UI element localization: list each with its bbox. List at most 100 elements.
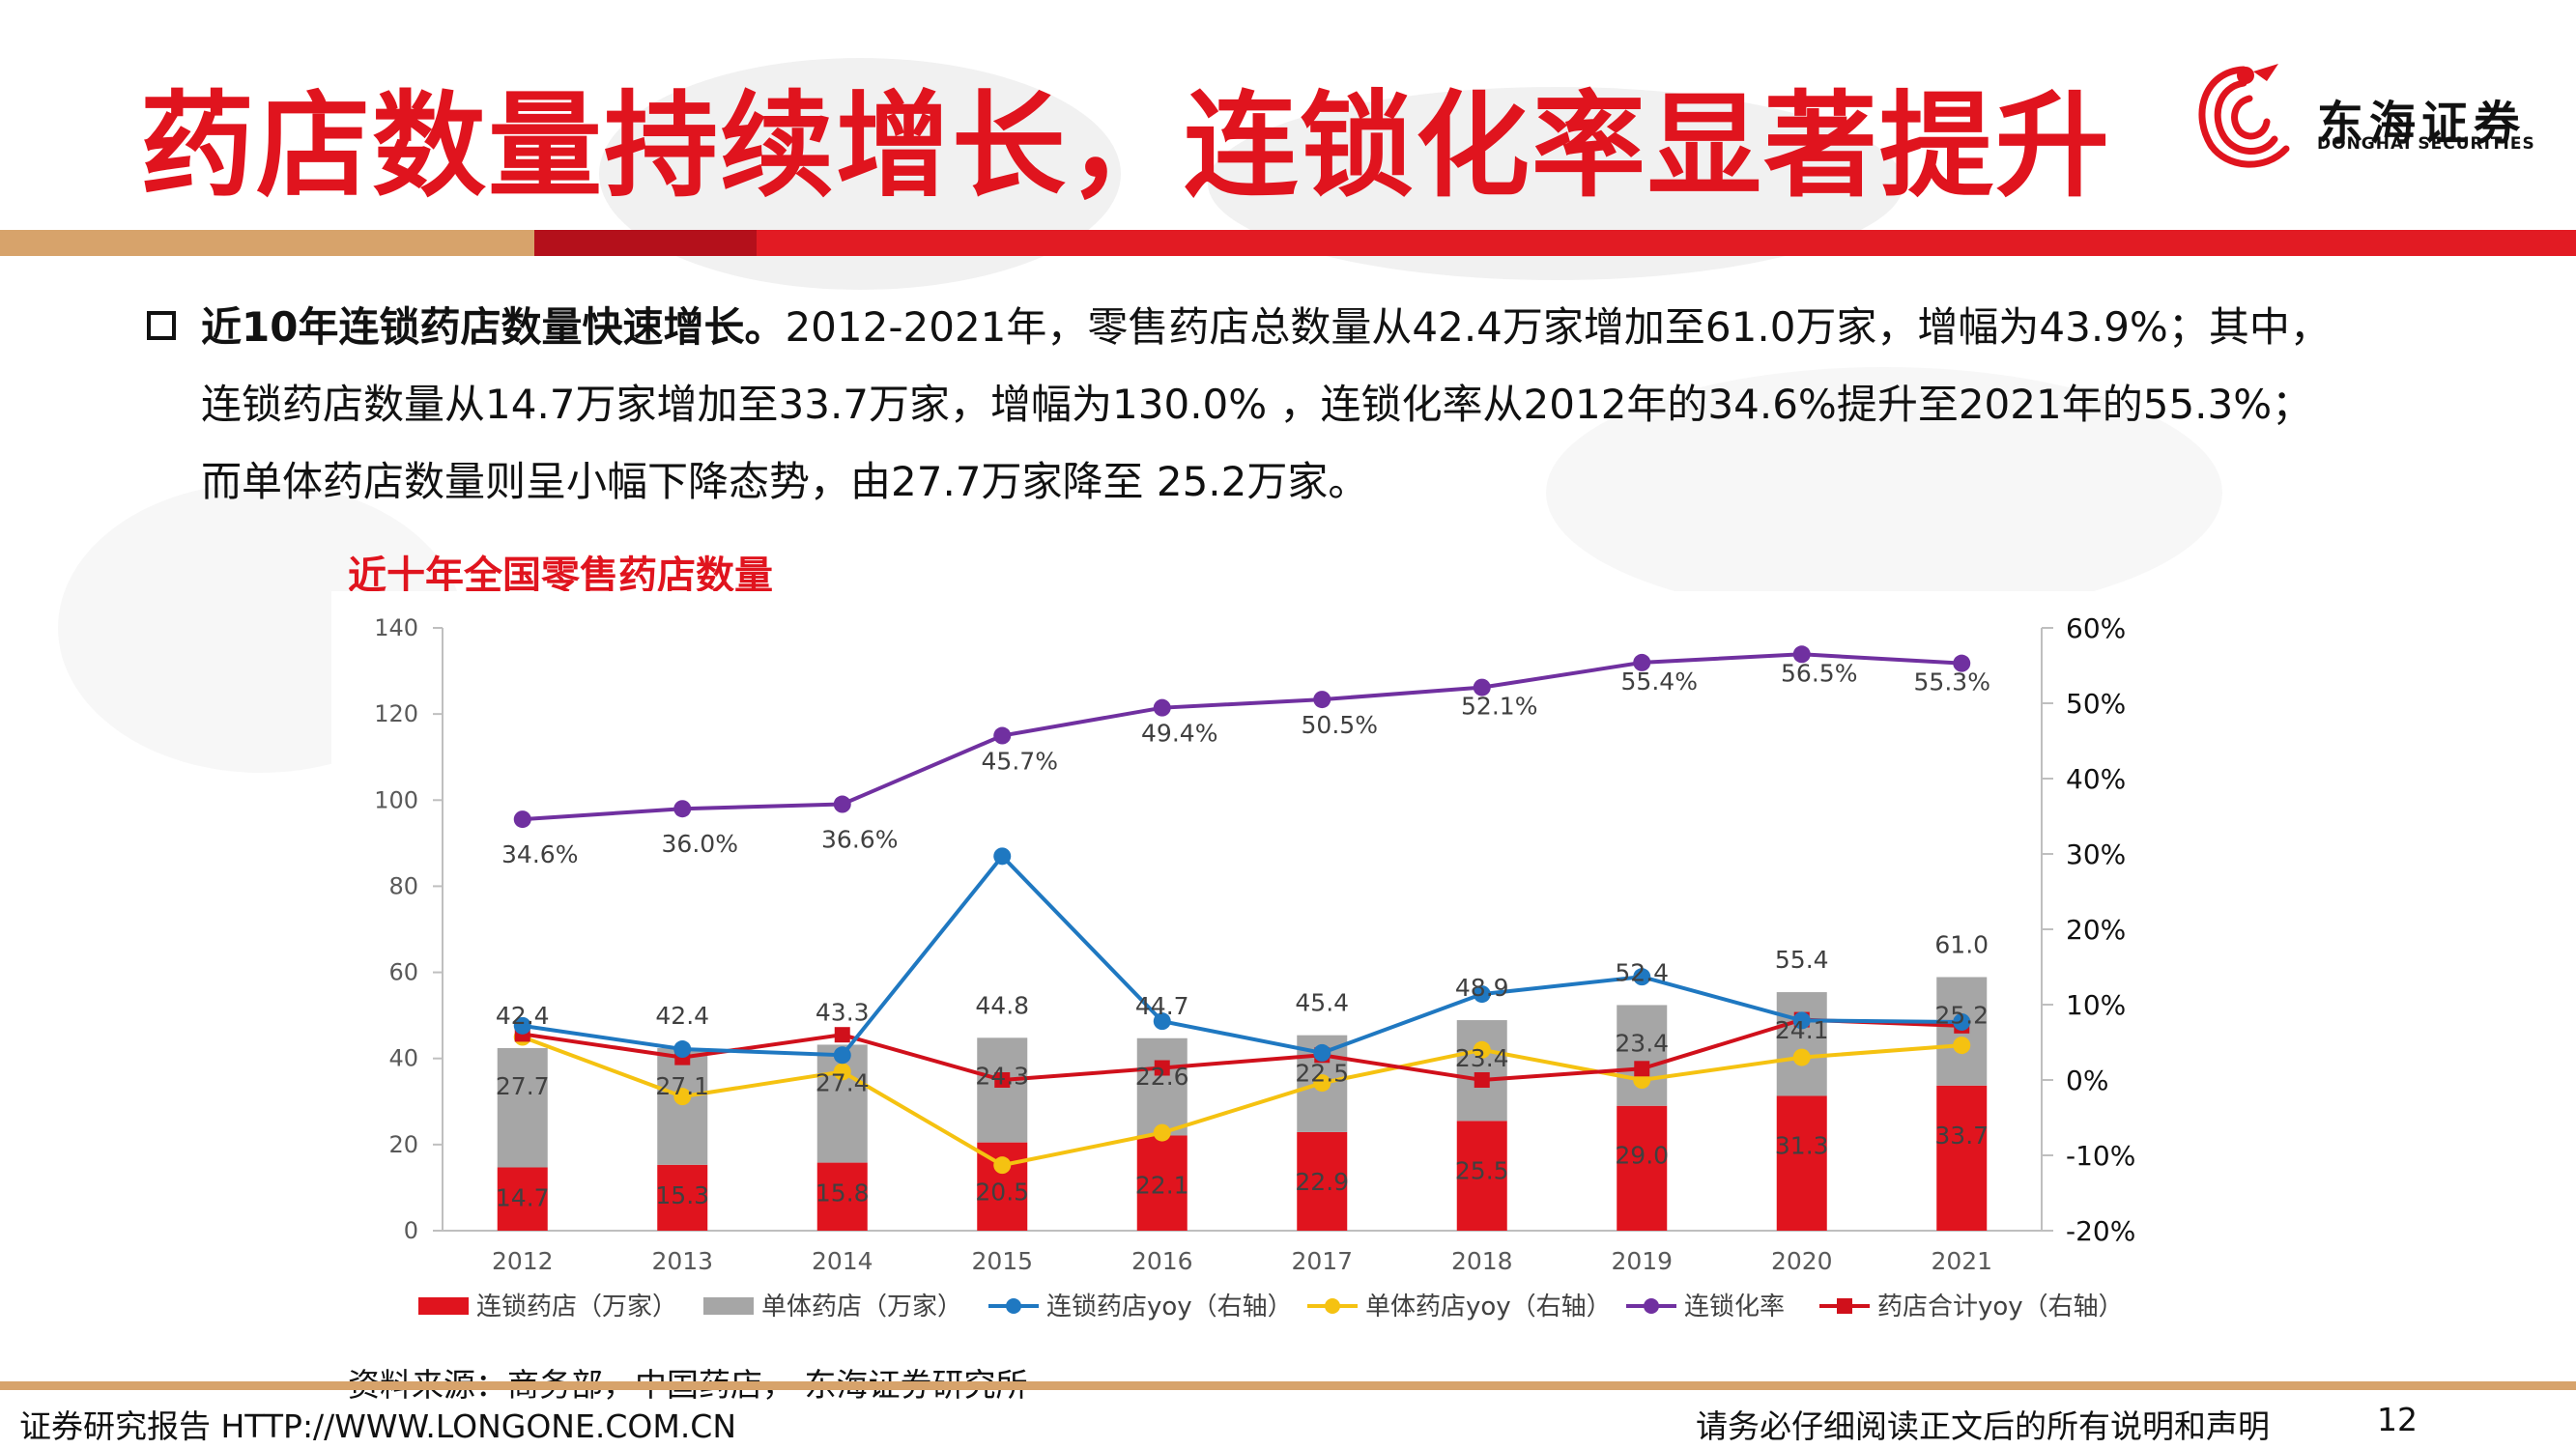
ratio-value-label: 34.6% [501,840,578,868]
total-value-label: 42.4 [655,1002,709,1030]
bar-chain [1297,1131,1348,1231]
chain-ratio-point [513,810,531,829]
total-yoy-point [1154,1060,1170,1076]
single-yoy-point [1153,1123,1171,1142]
total-value-label: 61.0 [1934,930,1989,958]
x-axis-tick-label: 2015 [971,1247,1033,1275]
chain-yoy-point [1792,1011,1811,1030]
single-value-label: 27.4 [816,1068,870,1096]
x-axis-tick-label: 2020 [1771,1247,1833,1275]
chain-ratio-point [673,800,692,818]
ratio-value-label: 45.7% [982,748,1058,776]
brand-logo [2198,64,2290,168]
chain-yoy-point [673,1040,692,1059]
bar-chain [816,1162,868,1231]
footer-url: 证券研究报告 HTTP://WWW.LONGONE.COM.CN [19,1407,737,1445]
bar-chain [1456,1121,1507,1231]
bullet-line-1: 近10年连锁药店数量快速增长。2012-2021年，零售药店总数量从42.4万家… [201,295,2331,354]
legend-label: 药店合计yoy（右轴） [1877,1293,2124,1321]
chain-yoy-point [1473,985,1491,1004]
right-axis-tick-label: 50% [2066,688,2126,720]
chain-ratio-point [833,795,851,813]
single-value-label: 22.5 [1295,1060,1349,1088]
single-value-label: 27.1 [655,1072,709,1100]
chain-value-label: 20.5 [975,1179,1029,1207]
chain-value-label: 22.1 [1135,1171,1189,1199]
ratio-value-label: 55.3% [1914,668,1990,696]
ratio-value-label: 55.4% [1621,668,1698,696]
legend-marker [1837,1298,1852,1314]
bar-single [1617,1005,1668,1106]
chain-ratio-point [1473,678,1491,696]
right-axis-tick-label: 0% [2066,1065,2108,1096]
bar-single [1776,992,1827,1096]
bar-chain [1776,1095,1827,1231]
ratio-value-label: 49.4% [1141,720,1217,748]
total-value-label: 52.4 [1615,958,1669,986]
legend-swatch [418,1297,469,1315]
chain-yoy-point [1633,968,1651,986]
single-value-label: 24.3 [975,1062,1029,1090]
ratio-value-label: 50.5% [1302,711,1378,739]
chain-yoy-point [833,1046,851,1065]
right-axis-tick-label: -10% [2066,1140,2135,1172]
chain-yoy-point [993,847,1012,866]
total-value-label: 44.8 [975,991,1029,1019]
ratio-value-label: 52.1% [1461,693,1537,721]
bar-single [657,1048,708,1165]
total-value-label: 44.7 [1135,992,1189,1020]
single-value-label: 25.2 [1934,1001,1989,1029]
legend-label: 连锁药店（万家） [476,1293,677,1321]
legend-marker [1644,1298,1659,1314]
total-yoy-line [522,1017,1962,1083]
left-axis-tick-label: 40 [388,1045,418,1072]
left-axis-tick-label: 20 [388,1131,418,1158]
bar-chain [497,1167,548,1231]
header-band-red [757,230,2576,256]
single-yoy-point [1953,1037,1971,1055]
chain-ratio-point [1792,645,1811,664]
chain-value-label: 15.3 [655,1181,709,1209]
single-yoy-point [1313,1074,1331,1093]
single-yoy-line [522,1035,1962,1168]
x-axis-tick-label: 2012 [492,1247,554,1275]
chain-ratio-point [1153,698,1171,717]
x-axis-tick-label: 2019 [1611,1247,1673,1275]
chain-value-label: 29.0 [1615,1142,1669,1170]
chain-value-label: 15.8 [816,1179,870,1208]
legend-label: 单体药店（万家） [761,1293,962,1321]
header-band-dark [534,230,757,256]
total-value-label: 48.9 [1455,974,1509,1002]
bar-chain [1136,1135,1188,1231]
right-axis-tick-label: -20% [2066,1215,2135,1247]
total-value-label: 55.4 [1775,946,1829,974]
footer-disclaimer: 请务必仔细阅读正文后的所有说明和声明 [1696,1407,2270,1445]
left-axis-tick-label: 80 [388,872,418,899]
total-yoy-point [834,1027,850,1043]
chain-yoy-point [1953,1012,1971,1031]
bullet-lead: 近10年连锁药店数量快速增长。 [201,303,786,351]
right-axis-tick-label: 20% [2066,914,2126,946]
combo-chart: 0 20 40 60 80 100 120 140 -20% -10% 0% 10% 20% 30% 40%… [374,612,2135,1321]
left-axis-tick-label: 140 [374,614,418,641]
legend-marker [1325,1298,1340,1314]
legend-swatch [703,1297,754,1315]
chain-yoy-point [513,1016,531,1035]
total-value-label: 43.3 [816,998,870,1026]
single-yoy-point [993,1156,1012,1175]
x-axis-tick-label: 2018 [1451,1247,1513,1275]
single-value-label: 23.4 [1615,1029,1669,1057]
chart-title: 近十年全国零售药店数量 [348,554,773,598]
background-map-shape [1546,367,2222,618]
total-value-label: 42.4 [496,1002,550,1030]
legend-label: 单体药店yoy（右轴） [1365,1293,1612,1321]
x-axis-tick-label: 2017 [1291,1247,1353,1275]
chain-ratio-line [522,652,1962,822]
right-axis-tick-label: 30% [2066,838,2126,870]
chain-ratio-point [1633,653,1651,671]
chain-value-label: 25.5 [1455,1156,1509,1184]
chain-ratio-point [1953,654,1971,672]
right-axis-tick-label: 40% [2066,763,2126,795]
footer-divider [0,1381,2576,1390]
left-axis-tick-label: 100 [374,786,418,813]
